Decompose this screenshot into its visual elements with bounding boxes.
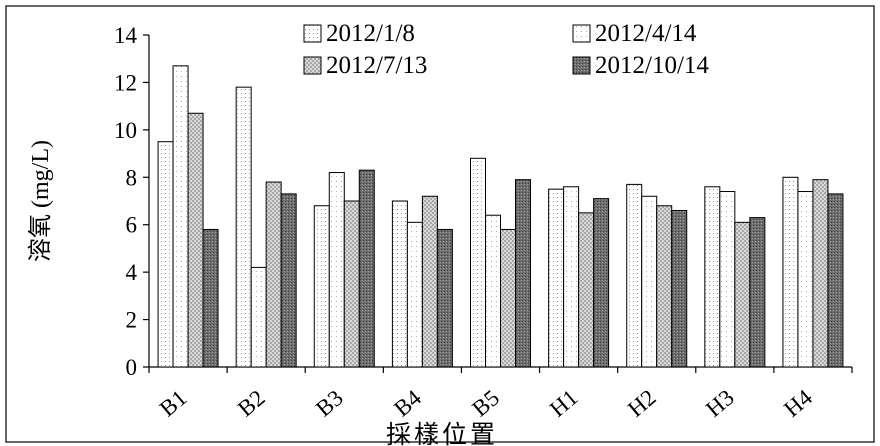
plot-area: 0 2 4 6 8 10 12 14 B1 B2 B3 B4 B5 H1 H2 H3 H4 xyxy=(114,23,853,422)
bar-b5-series-4 xyxy=(515,179,531,368)
bar-h1-series-3 xyxy=(578,212,595,368)
legend-swatch xyxy=(572,24,591,43)
bar-b4-series-2 xyxy=(406,221,423,368)
x-tick-label: B3 xyxy=(311,385,348,421)
legend-label: 2012/4/14 xyxy=(595,20,697,47)
y-axis-title: 溶氧 (mg/L) xyxy=(27,140,54,262)
x-tick-label: B2 xyxy=(233,385,270,421)
x-tick-label: B5 xyxy=(467,385,504,421)
bar-b5-series-3 xyxy=(500,228,516,368)
x-tick-label: B1 xyxy=(155,385,192,421)
bar-b4-series-3 xyxy=(421,195,438,368)
legend-item: 2012/4/14 xyxy=(572,20,697,47)
legend-swatch xyxy=(303,56,322,75)
bar-b1-series-4 xyxy=(202,228,219,368)
bar-h2-series-1 xyxy=(626,183,643,368)
bar-b3-series-2 xyxy=(328,172,345,368)
legend-label: 2012/7/13 xyxy=(326,52,427,79)
bar-h1-series-1 xyxy=(548,188,565,368)
legend-label: 2012/10/14 xyxy=(595,52,709,79)
bar-h4-series-3 xyxy=(812,179,829,368)
bar-h4-series-1 xyxy=(782,176,799,368)
bar-b3-series-3 xyxy=(343,200,360,368)
bar-h2-series-3 xyxy=(656,205,673,368)
bar-h1-series-2 xyxy=(563,186,580,368)
bar-b5-series-1 xyxy=(470,157,486,368)
x-axis-title: 採樣位置 xyxy=(386,421,498,446)
legend-swatch xyxy=(303,24,322,43)
bar-b1-series-1 xyxy=(157,141,174,368)
bar-h2-series-2 xyxy=(641,195,658,368)
bar-b2-series-3 xyxy=(265,181,282,368)
legend-label: 2012/1/8 xyxy=(326,20,415,47)
y-tick-label: 12 xyxy=(114,70,137,95)
legend-item: 2012/7/13 xyxy=(303,52,427,79)
bar-b3-series-1 xyxy=(313,205,330,368)
bar-b1-series-2 xyxy=(172,65,189,368)
bar-b3-series-4 xyxy=(358,169,375,368)
chart-frame xyxy=(5,5,875,443)
y-tick-label: 10 xyxy=(114,118,137,143)
y-tick-label: 0 xyxy=(126,355,138,380)
bar-b4-series-1 xyxy=(391,200,408,368)
legend-swatch xyxy=(572,56,591,75)
bar-b4-series-4 xyxy=(436,228,453,368)
bar-b5-series-2 xyxy=(485,214,501,368)
bar-h3-series-3 xyxy=(734,221,751,368)
y-tick-label: 2 xyxy=(126,308,138,333)
bar-h4-series-2 xyxy=(797,191,814,368)
y-tick-label: 4 xyxy=(126,260,138,285)
x-tick-label: H2 xyxy=(623,385,661,422)
bar-h2-series-4 xyxy=(671,209,688,368)
y-axis-title-group: 溶氧 (mg/L) xyxy=(27,140,54,262)
bar-b2-series-1 xyxy=(235,86,252,368)
bar-h3-series-1 xyxy=(704,186,721,368)
legend: 2012/1/8 2012/4/14 2012/7/13 2012/10/14 xyxy=(303,20,709,79)
x-tick-label: H1 xyxy=(545,385,583,422)
legend-item: 2012/10/14 xyxy=(572,52,709,79)
bar-h3-series-4 xyxy=(749,217,766,368)
bar-h4-series-4 xyxy=(827,193,844,368)
x-tick-label: H3 xyxy=(701,385,739,422)
y-tick-label: 14 xyxy=(114,23,138,48)
bar-b2-series-2 xyxy=(250,266,267,368)
legend-item: 2012/1/8 xyxy=(303,20,415,47)
bar-h3-series-2 xyxy=(719,191,736,368)
y-tick-label: 6 xyxy=(126,213,138,238)
bar-b1-series-3 xyxy=(187,112,204,368)
x-tick-label: B4 xyxy=(389,385,426,422)
y-tick-label: 8 xyxy=(126,165,138,190)
x-tick-label: H4 xyxy=(779,384,817,422)
bar-h1-series-4 xyxy=(593,198,610,368)
bar-b2-series-4 xyxy=(280,193,297,368)
